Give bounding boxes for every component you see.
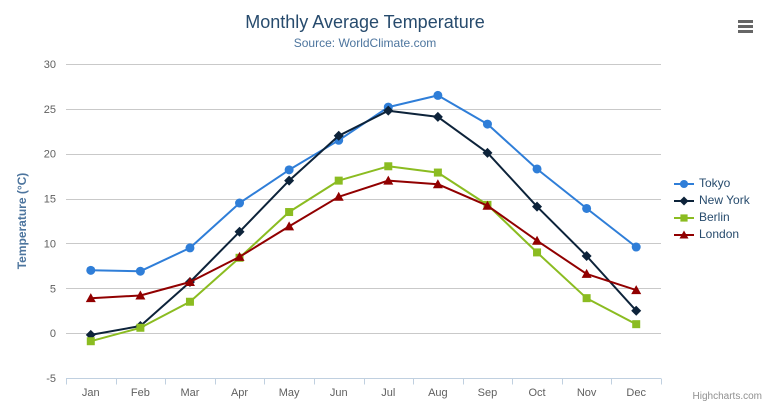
x-axis: Jan Feb Mar Apr May Jun Jul Aug Sep Oct Nov Dec xyxy=(66,378,662,399)
data-point-berlin-nov[interactable] xyxy=(582,294,591,303)
x-tick-label: Jun xyxy=(330,387,348,399)
data-point-berlin-feb[interactable] xyxy=(136,323,145,332)
legend-marker-triangle-icon xyxy=(674,230,694,238)
data-point-london-sep[interactable] xyxy=(482,200,493,210)
data-point-tokyo-sep[interactable] xyxy=(482,119,492,129)
legend-marker-diamond-icon xyxy=(674,196,694,205)
y-tick-label: 30 xyxy=(44,59,56,71)
chart-subtitle: Source: WorldClimate.com xyxy=(293,36,437,50)
legend-item-london[interactable]: London xyxy=(674,228,750,241)
series-new-york xyxy=(85,105,642,340)
x-tick-label: May xyxy=(279,387,300,399)
data-point-london-jan[interactable] xyxy=(85,293,96,303)
hamburger-bar xyxy=(737,29,753,33)
y-tick-label: 10 xyxy=(44,238,56,250)
data-point-tokyo-oct[interactable] xyxy=(532,164,542,174)
x-tick-label: Sep xyxy=(478,387,498,399)
legend-label-berlin: Berlin xyxy=(699,210,730,224)
x-tick-label: Nov xyxy=(577,387,597,399)
data-point-berlin-may[interactable] xyxy=(285,208,294,217)
data-point-new-york-jul[interactable] xyxy=(383,105,394,116)
legend-item-berlin[interactable]: Berlin xyxy=(674,211,750,224)
data-point-tokyo-mar[interactable] xyxy=(185,243,195,253)
y-axis-title: Temperature (°C) xyxy=(15,172,29,270)
series-london xyxy=(85,175,642,303)
x-tick-label: Jul xyxy=(381,387,395,399)
y-tick-label: 5 xyxy=(50,283,56,295)
data-point-new-york-may[interactable] xyxy=(284,175,295,186)
legend-symbol-tokyo xyxy=(679,179,689,188)
gridlines xyxy=(66,64,661,379)
data-point-new-york-dec[interactable] xyxy=(631,305,642,316)
data-point-tokyo-jan[interactable] xyxy=(86,265,96,275)
legend-label-london: London xyxy=(699,227,740,241)
x-tick-label: Aug xyxy=(428,387,448,399)
y-tick-label: -5 xyxy=(46,373,56,385)
data-point-berlin-jul[interactable] xyxy=(384,162,393,171)
y-tick-label: 25 xyxy=(44,104,56,116)
data-point-berlin-oct[interactable] xyxy=(533,248,542,257)
chart-title: Monthly Average Temperature xyxy=(245,12,485,32)
data-point-london-jul[interactable] xyxy=(383,175,394,185)
data-point-new-york-oct[interactable] xyxy=(532,201,543,212)
data-point-tokyo-feb[interactable] xyxy=(135,266,145,276)
data-point-new-york-sep[interactable] xyxy=(482,147,493,158)
data-point-berlin-jan[interactable] xyxy=(86,337,95,346)
legend-label-new-york: New York xyxy=(699,193,750,207)
credits-link[interactable]: Highcharts.com xyxy=(692,391,762,402)
y-tick-label: 15 xyxy=(44,194,56,206)
data-point-london-may[interactable] xyxy=(284,221,295,231)
series-tokyo-line xyxy=(89,94,638,273)
data-point-london-apr[interactable] xyxy=(234,251,245,261)
hamburger-bar xyxy=(737,19,753,23)
x-tick-label: Apr xyxy=(231,387,248,399)
legend: Tokyo New York Berlin London xyxy=(674,177,750,241)
legend-symbol-london xyxy=(679,230,689,238)
data-point-london-nov[interactable] xyxy=(581,268,592,278)
legend-item-new-york[interactable]: New York xyxy=(674,194,750,207)
data-point-london-feb[interactable] xyxy=(135,290,146,300)
data-point-london-mar[interactable] xyxy=(184,277,195,287)
legend-symbol-new-york xyxy=(679,196,689,205)
legend-symbol-berlin xyxy=(680,213,688,222)
export-menu-button[interactable] xyxy=(733,14,757,38)
legend-label-tokyo: Tokyo xyxy=(699,176,731,190)
data-point-london-dec[interactable] xyxy=(631,285,642,295)
hamburger-icon xyxy=(737,19,753,33)
data-point-tokyo-aug[interactable] xyxy=(433,90,443,100)
data-point-berlin-dec[interactable] xyxy=(632,320,641,329)
legend-marker-circle-icon xyxy=(674,179,694,188)
data-point-new-york-jun[interactable] xyxy=(333,130,344,141)
data-point-new-york-apr[interactable] xyxy=(234,226,245,237)
x-tick-label: Mar xyxy=(180,387,199,399)
x-tick-label: Feb xyxy=(131,387,150,399)
series-new-york-line xyxy=(89,109,638,336)
data-point-berlin-aug[interactable] xyxy=(433,168,442,177)
legend-marker-square-icon xyxy=(674,213,694,222)
x-tick-label: Dec xyxy=(626,387,646,399)
hamburger-bar xyxy=(737,24,753,28)
data-point-tokyo-dec[interactable] xyxy=(631,242,641,252)
y-axis-labels: -5 0 5 10 15 20 25 30 xyxy=(44,59,56,385)
data-point-tokyo-apr[interactable] xyxy=(235,198,245,208)
y-tick-label: 20 xyxy=(44,149,56,161)
y-tick-label: 0 xyxy=(50,328,56,340)
data-point-tokyo-nov[interactable] xyxy=(582,203,592,213)
data-point-tokyo-may[interactable] xyxy=(284,165,294,175)
data-point-new-york-aug[interactable] xyxy=(432,111,443,122)
data-point-london-oct[interactable] xyxy=(532,235,543,245)
x-tick-label: Jan xyxy=(82,387,100,399)
x-tick-label: Oct xyxy=(528,387,545,399)
data-point-london-jun[interactable] xyxy=(333,191,344,201)
data-point-london-aug[interactable] xyxy=(432,179,443,189)
series-tokyo xyxy=(86,90,641,276)
series-london-line xyxy=(89,179,638,300)
data-point-berlin-mar[interactable] xyxy=(185,297,194,306)
series-berlin-line xyxy=(89,165,638,343)
data-point-new-york-nov[interactable] xyxy=(581,250,592,261)
data-point-berlin-jun[interactable] xyxy=(334,176,343,185)
legend-item-tokyo[interactable]: Tokyo xyxy=(674,177,750,190)
